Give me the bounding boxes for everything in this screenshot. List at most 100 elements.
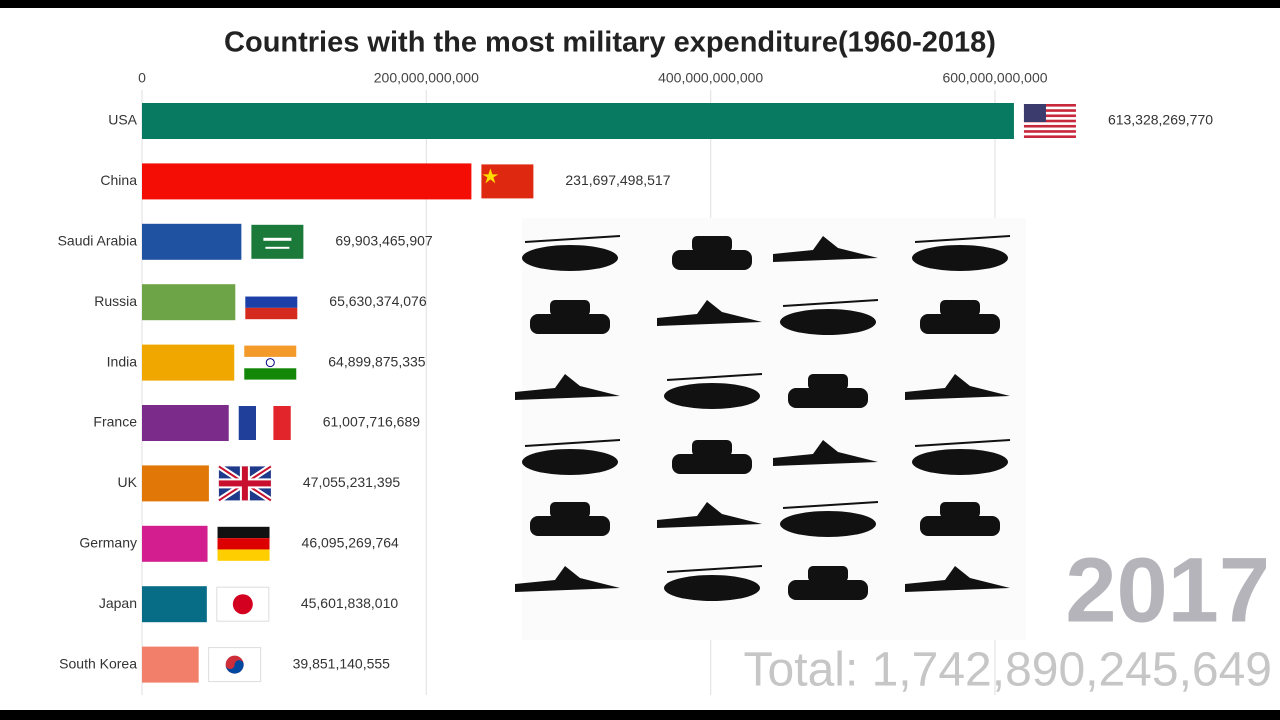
value-label: 65,630,374,076: [329, 293, 427, 309]
flag-part: [251, 224, 304, 259]
x-tick-label: 400,000,000,000: [658, 70, 763, 86]
value-label: 61,007,716,689: [323, 414, 421, 430]
category-label: China: [100, 172, 137, 188]
value-label: 613,328,269,770: [1108, 112, 1213, 128]
silhouette: [914, 439, 1011, 447]
silhouette: [780, 309, 876, 335]
flag-part: [245, 307, 298, 320]
silhouette: [914, 235, 1011, 243]
silhouette: [912, 449, 1008, 475]
value-label: 39,851,140,555: [293, 655, 391, 671]
value-label: 231,697,498,517: [565, 172, 670, 188]
category-label: USA: [108, 112, 137, 128]
bar: [142, 163, 472, 200]
flag-part: [263, 237, 292, 241]
flag-part: [1023, 109, 1076, 112]
flag: [251, 224, 304, 259]
flag-part: [217, 538, 270, 550]
silhouette: [920, 314, 1000, 334]
silhouette: [515, 566, 620, 592]
flag-part: [1023, 119, 1076, 123]
silhouette: [530, 314, 610, 334]
silhouette: [773, 236, 878, 262]
flag: [244, 345, 297, 380]
flag-part: [218, 480, 271, 487]
flag-part: [482, 168, 499, 184]
flag-part: [245, 285, 298, 297]
flag: [245, 285, 298, 320]
flag-part: [481, 164, 534, 199]
silhouette: [672, 250, 752, 270]
value-label: 47,055,231,395: [303, 474, 401, 490]
silhouette: [905, 374, 1010, 400]
flag-part: [217, 549, 270, 561]
silhouette: [808, 374, 848, 390]
value-label: 46,095,269,764: [302, 535, 400, 551]
silhouette: [773, 440, 878, 466]
silhouette: [657, 502, 762, 528]
silhouette: [920, 516, 1000, 536]
flag-part: [256, 406, 274, 440]
flag: [481, 164, 534, 199]
silhouette: [666, 565, 763, 573]
category-label: France: [93, 414, 137, 430]
silhouette: [666, 373, 763, 381]
total-label: Total: 1,742,890,245,649: [744, 644, 1272, 697]
silhouette: [692, 236, 732, 252]
flag-part: [1023, 130, 1076, 133]
flag-part: [1023, 135, 1076, 138]
silhouette: [788, 580, 868, 600]
bar: [142, 223, 242, 260]
category-label: Saudi Arabia: [58, 233, 138, 249]
bar: [142, 465, 209, 502]
value-label: 64,899,875,335: [328, 353, 426, 369]
silhouette: [782, 501, 879, 509]
flag-part: [217, 526, 270, 539]
silhouette: [530, 516, 610, 536]
category-label: India: [107, 353, 138, 369]
silhouette: [550, 502, 590, 518]
flag-part: [1023, 114, 1076, 118]
silhouette: [664, 575, 760, 601]
bar: [142, 646, 199, 683]
image-panel: [515, 218, 1026, 640]
silhouette: [905, 566, 1010, 592]
x-tick-label: 200,000,000,000: [374, 70, 479, 86]
silhouette: [782, 299, 879, 307]
bar: [142, 284, 236, 321]
category-label: UK: [118, 474, 138, 490]
category-label: Germany: [79, 535, 137, 551]
bar: [142, 525, 208, 562]
silhouette: [672, 454, 752, 474]
flag-part: [1023, 124, 1076, 128]
value-label: 69,903,465,907: [335, 233, 433, 249]
flag-part: [245, 296, 298, 308]
silhouette: [692, 440, 732, 456]
category-label: South Korea: [59, 655, 137, 671]
flag-part: [1023, 104, 1076, 107]
silhouette: [522, 245, 618, 271]
bar: [142, 344, 235, 381]
flag-part: [244, 345, 297, 357]
flag: [1023, 104, 1076, 138]
flag: [208, 647, 262, 683]
x-tick-label: 600,000,000,000: [942, 70, 1047, 86]
silhouette: [940, 502, 980, 518]
silhouette: [664, 383, 760, 409]
x-tick-label: 0: [138, 70, 146, 86]
chart-title: Countries with the most military expendi…: [224, 27, 996, 59]
silhouette: [808, 566, 848, 582]
flag-part: [244, 368, 297, 380]
panel-bg: [522, 218, 1026, 640]
flag-part: [238, 406, 257, 440]
silhouette: [657, 300, 762, 326]
silhouette: [940, 300, 980, 316]
year-label: 2017: [1065, 539, 1270, 641]
silhouette: [522, 449, 618, 475]
flag-part: [225, 660, 244, 674]
bar: [142, 586, 207, 623]
flag-part: [232, 594, 253, 615]
flag-part: [265, 358, 275, 368]
